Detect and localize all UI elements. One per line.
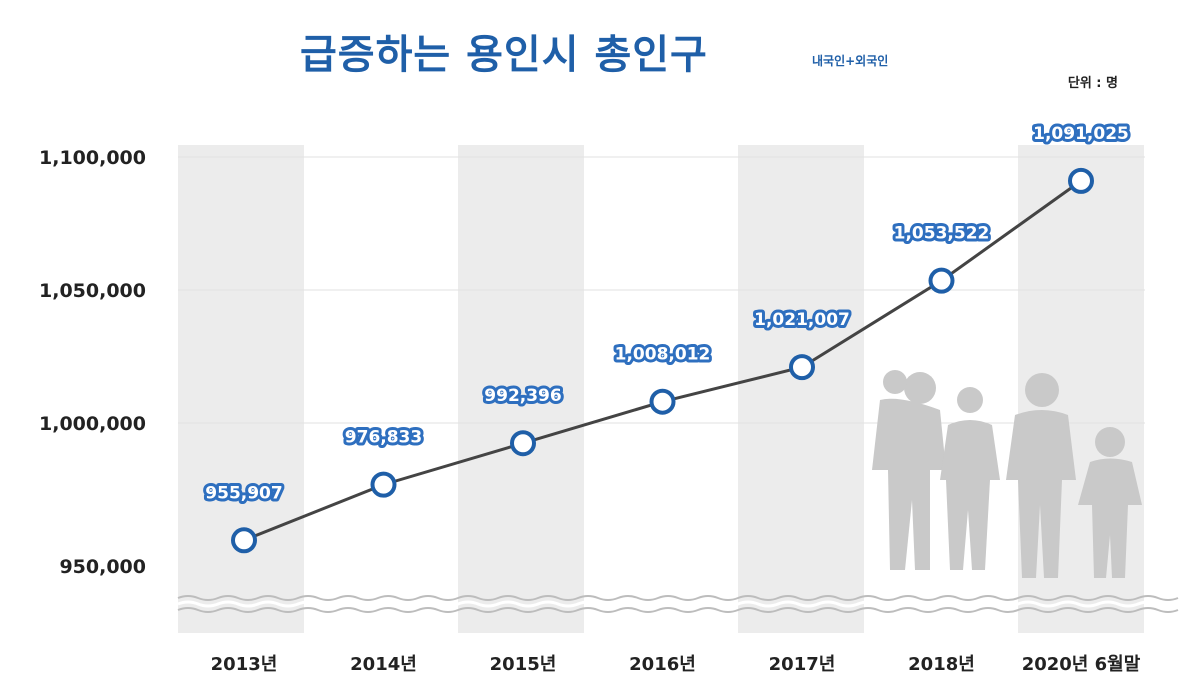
y-tick-label: 1,000,000: [39, 413, 146, 435]
column-band: [178, 145, 304, 633]
y-axis: 950,000 1,000,000 1,050,000 1,100,000: [39, 147, 146, 578]
data-point: [789, 354, 815, 381]
data-label: 1,008,012: [615, 345, 711, 365]
x-tick-label: 2017년: [769, 654, 836, 675]
break-wave: [177, 600, 1179, 608]
x-tick-label: 2018년: [908, 654, 975, 675]
data-point: [1068, 167, 1094, 194]
x-tick-label: 2013년: [211, 654, 278, 675]
x-tick-label: 2014년: [350, 654, 417, 675]
y-tick-label: 950,000: [59, 556, 146, 578]
data-label: 1,091,025: [1033, 124, 1129, 144]
x-axis: 2013년 2014년 2015년 2016년 2017년 2018년 2020년 6월말: [211, 654, 1141, 675]
data-point: [231, 527, 257, 554]
break-wave: [177, 595, 1179, 601]
data-label: 992,396: [484, 386, 561, 406]
data-point: [928, 267, 955, 294]
x-tick-label: 2016년: [629, 654, 696, 675]
chart-subtitle: 내국인+외국인: [812, 54, 889, 68]
column-band: [738, 145, 864, 633]
unit-label: 단위 : 명: [1067, 76, 1118, 91]
y-tick-label: 1,050,000: [39, 280, 146, 302]
data-point: [649, 388, 676, 415]
data-label: 1,053,522: [894, 224, 990, 244]
axis-break-mark: [177, 595, 1179, 613]
data-label: 1,021,007: [754, 310, 850, 330]
ytick-gridlines: [178, 156, 1145, 424]
break-wave: [177, 607, 1179, 613]
data-label: 976,833: [345, 428, 422, 448]
data-label: 955,907: [205, 483, 282, 503]
family-silhouette-icon: [872, 370, 1142, 578]
column-band: [458, 145, 584, 633]
data-point: [510, 430, 536, 457]
chart-title: 급증하는 용인시 총인구: [300, 32, 708, 78]
x-tick-label: 2015년: [490, 654, 557, 675]
x-tick-label: 2020년 6월말: [1022, 654, 1141, 675]
y-tick-label: 1,100,000: [39, 147, 146, 169]
data-point: [370, 471, 397, 498]
series-population: 955,907 976,833 992,396 1,008,012 1,021,007 1…: [202, 121, 1132, 554]
